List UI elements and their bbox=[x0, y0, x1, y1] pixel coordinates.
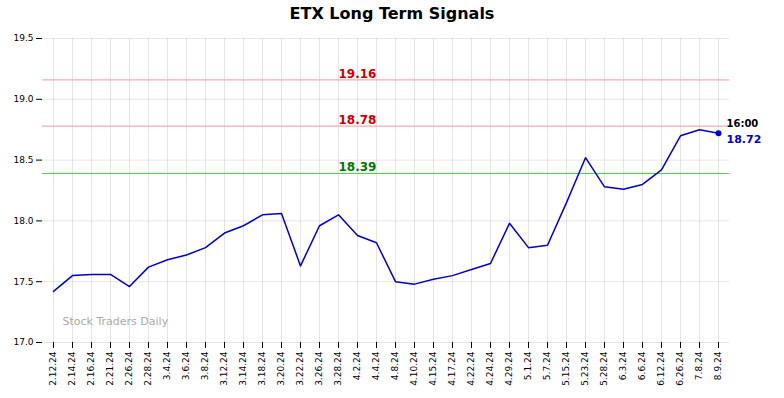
svg-text:2.16.24: 2.16.24 bbox=[86, 351, 96, 386]
svg-text:19.16: 19.16 bbox=[339, 67, 377, 81]
svg-text:Stock Traders Daily: Stock Traders Daily bbox=[63, 315, 169, 328]
svg-text:18.5: 18.5 bbox=[13, 155, 33, 165]
html-text:ETX Long Term Signals: ETX Long Term Signals bbox=[289, 4, 495, 23]
svg-text:16:00: 16:00 bbox=[727, 118, 759, 129]
svg-text:3.18.24: 3.18.24 bbox=[257, 351, 267, 386]
svg-text:5.7.24: 5.7.24 bbox=[542, 351, 552, 380]
svg-text:5.28.24: 5.28.24 bbox=[599, 351, 609, 386]
svg-text:3.26.24: 3.26.24 bbox=[314, 351, 324, 386]
svg-text:2.26.24: 2.26.24 bbox=[124, 351, 134, 386]
svg-text:4.10.24: 4.10.24 bbox=[409, 351, 419, 386]
svg-text:3.12.24: 3.12.24 bbox=[219, 351, 229, 386]
svg-text:5.15.24: 5.15.24 bbox=[561, 351, 571, 386]
svg-text:3.8.24: 3.8.24 bbox=[200, 351, 210, 380]
svg-text:6.6.24: 6.6.24 bbox=[637, 351, 647, 380]
svg-text:5.23.24: 5.23.24 bbox=[580, 351, 590, 386]
svg-text:8.9.24: 8.9.24 bbox=[713, 351, 723, 380]
svg-text:19.0: 19.0 bbox=[13, 94, 33, 104]
svg-text:4.22.24: 4.22.24 bbox=[466, 351, 476, 386]
svg-text:4.8.24: 4.8.24 bbox=[390, 351, 400, 380]
svg-text:4.4.24: 4.4.24 bbox=[371, 351, 381, 380]
svg-text:6.3.24: 6.3.24 bbox=[618, 351, 628, 380]
svg-text:3.28.24: 3.28.24 bbox=[333, 351, 343, 386]
svg-text:3.6.24: 3.6.24 bbox=[181, 351, 191, 380]
svg-text:18.39: 18.39 bbox=[339, 160, 377, 174]
svg-text:3.20.24: 3.20.24 bbox=[276, 351, 286, 386]
svg-text:4.15.24: 4.15.24 bbox=[428, 351, 438, 386]
svg-text:4.17.24: 4.17.24 bbox=[447, 351, 457, 386]
svg-text:18.72: 18.72 bbox=[727, 133, 762, 146]
svg-text:6.12.24: 6.12.24 bbox=[656, 351, 666, 386]
svg-text:18.78: 18.78 bbox=[339, 113, 377, 127]
svg-text:17.5: 17.5 bbox=[13, 277, 33, 287]
svg-text:3.14.24: 3.14.24 bbox=[238, 351, 248, 386]
svg-text:17.0: 17.0 bbox=[13, 337, 33, 347]
svg-text:7.8.24: 7.8.24 bbox=[694, 351, 704, 380]
svg-text:2.12.24: 2.12.24 bbox=[48, 351, 58, 386]
svg-text:4.24.24: 4.24.24 bbox=[485, 351, 495, 386]
svg-text:2.28.24: 2.28.24 bbox=[143, 351, 153, 386]
svg-text:5.1.24: 5.1.24 bbox=[523, 351, 533, 380]
svg-text:3.4.24: 3.4.24 bbox=[162, 351, 172, 380]
svg-text:19.5: 19.5 bbox=[13, 33, 33, 43]
svg-text:3.22.24: 3.22.24 bbox=[295, 351, 305, 386]
svg-text:6.26.24: 6.26.24 bbox=[675, 351, 685, 386]
svg-text:4.2.24: 4.2.24 bbox=[352, 351, 362, 380]
svg-text:2.21.24: 2.21.24 bbox=[105, 351, 115, 386]
svg-text:18.0: 18.0 bbox=[13, 216, 33, 226]
svg-text:2.14.24: 2.14.24 bbox=[67, 351, 77, 386]
svg-text:4.29.24: 4.29.24 bbox=[504, 351, 514, 386]
